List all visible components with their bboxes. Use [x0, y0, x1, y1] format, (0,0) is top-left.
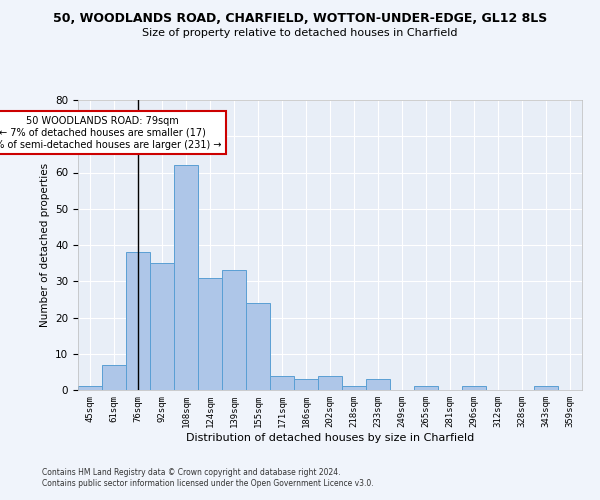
Text: 50, WOODLANDS ROAD, CHARFIELD, WOTTON-UNDER-EDGE, GL12 8LS: 50, WOODLANDS ROAD, CHARFIELD, WOTTON-UN… [53, 12, 547, 26]
Y-axis label: Number of detached properties: Number of detached properties [40, 163, 50, 327]
Bar [78, 386, 102, 390]
Text: Size of property relative to detached houses in Charfield: Size of property relative to detached ho… [142, 28, 458, 38]
Bar [222, 270, 246, 390]
Bar [342, 386, 366, 390]
Bar [246, 303, 270, 390]
Bar [102, 364, 126, 390]
Bar [294, 379, 318, 390]
Bar [150, 263, 174, 390]
Bar [414, 386, 438, 390]
Text: 50 WOODLANDS ROAD: 79sqm
← 7% of detached houses are smaller (17)
93% of semi-de: 50 WOODLANDS ROAD: 79sqm ← 7% of detache… [0, 116, 221, 150]
Bar [366, 379, 390, 390]
Bar [318, 376, 342, 390]
Bar [534, 386, 558, 390]
Bar [270, 376, 294, 390]
Bar [462, 386, 486, 390]
X-axis label: Distribution of detached houses by size in Charfield: Distribution of detached houses by size … [186, 432, 474, 442]
Bar [174, 165, 198, 390]
Bar [126, 252, 150, 390]
Bar [198, 278, 222, 390]
Text: Contains HM Land Registry data © Crown copyright and database right 2024.
Contai: Contains HM Land Registry data © Crown c… [42, 468, 374, 487]
